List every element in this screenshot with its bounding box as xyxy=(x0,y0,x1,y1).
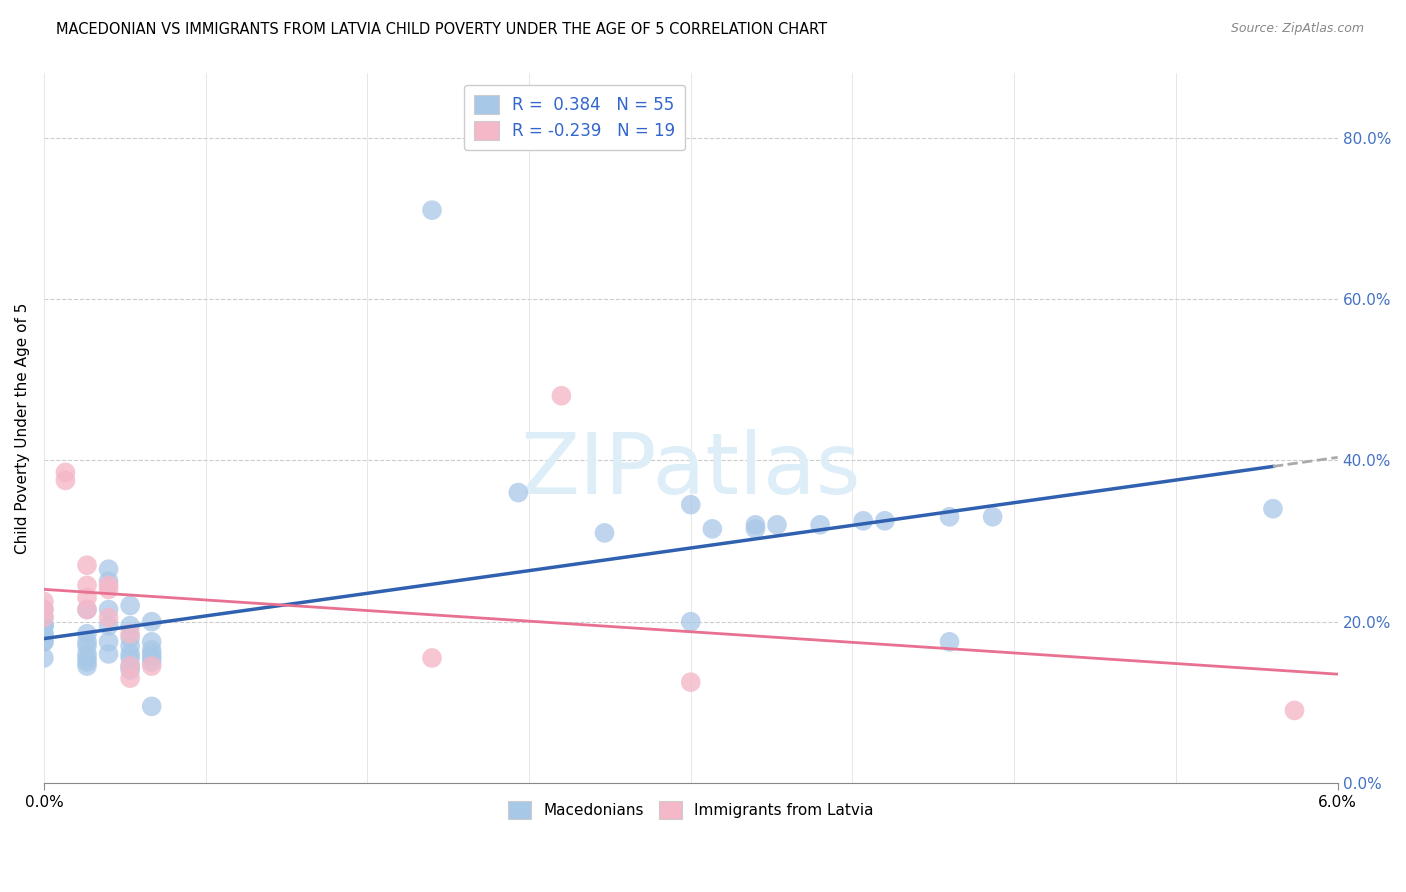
Point xyxy=(55,466,77,480)
Point xyxy=(873,514,896,528)
Point xyxy=(97,574,120,589)
Y-axis label: Child Poverty Under the Age of 5: Child Poverty Under the Age of 5 xyxy=(15,302,30,554)
Point xyxy=(32,618,55,632)
Point xyxy=(120,618,142,632)
Point xyxy=(120,663,142,677)
Point xyxy=(97,582,120,597)
Point xyxy=(938,509,960,524)
Point xyxy=(32,602,55,616)
Point xyxy=(808,517,831,532)
Point xyxy=(32,635,55,649)
Point xyxy=(32,627,55,641)
Point xyxy=(32,594,55,608)
Point xyxy=(76,578,98,592)
Point xyxy=(679,498,702,512)
Point xyxy=(141,655,163,669)
Point xyxy=(141,635,163,649)
Point xyxy=(76,639,98,653)
Point xyxy=(679,615,702,629)
Point xyxy=(679,675,702,690)
Point xyxy=(744,522,766,536)
Legend: Macedonians, Immigrants from Latvia: Macedonians, Immigrants from Latvia xyxy=(502,796,880,825)
Point xyxy=(744,517,766,532)
Point xyxy=(76,647,98,661)
Point xyxy=(1261,501,1284,516)
Point xyxy=(420,651,443,665)
Text: Source: ZipAtlas.com: Source: ZipAtlas.com xyxy=(1230,22,1364,36)
Point xyxy=(120,631,142,645)
Point xyxy=(97,602,120,616)
Point xyxy=(120,599,142,613)
Point xyxy=(32,651,55,665)
Point xyxy=(420,203,443,218)
Point xyxy=(938,635,960,649)
Point xyxy=(550,389,572,403)
Point xyxy=(593,525,616,540)
Point xyxy=(76,635,98,649)
Point xyxy=(76,591,98,605)
Point xyxy=(55,474,77,488)
Point xyxy=(32,618,55,632)
Point xyxy=(120,671,142,685)
Point xyxy=(702,522,724,536)
Point xyxy=(32,610,55,624)
Point xyxy=(120,651,142,665)
Point xyxy=(32,610,55,624)
Point xyxy=(766,517,789,532)
Point xyxy=(97,618,120,632)
Point xyxy=(120,639,142,653)
Point xyxy=(76,602,98,616)
Point xyxy=(120,659,142,673)
Point xyxy=(508,485,530,500)
Point xyxy=(141,699,163,714)
Point xyxy=(141,659,163,673)
Point xyxy=(97,610,120,624)
Point xyxy=(120,627,142,641)
Point xyxy=(97,647,120,661)
Point xyxy=(32,602,55,616)
Point xyxy=(141,643,163,657)
Point xyxy=(97,562,120,576)
Point xyxy=(32,618,55,632)
Point xyxy=(32,635,55,649)
Point xyxy=(1284,703,1306,717)
Point xyxy=(852,514,875,528)
Point xyxy=(76,602,98,616)
Text: MACEDONIAN VS IMMIGRANTS FROM LATVIA CHILD POVERTY UNDER THE AGE OF 5 CORRELATIO: MACEDONIAN VS IMMIGRANTS FROM LATVIA CHI… xyxy=(56,22,827,37)
Point xyxy=(97,635,120,649)
Point xyxy=(76,627,98,641)
Point xyxy=(141,647,163,661)
Point xyxy=(141,651,163,665)
Point xyxy=(141,615,163,629)
Point xyxy=(981,509,1004,524)
Point xyxy=(97,578,120,592)
Point xyxy=(76,659,98,673)
Point xyxy=(120,647,142,661)
Point xyxy=(76,558,98,573)
Text: ZIPatlas: ZIPatlas xyxy=(520,429,860,512)
Point xyxy=(76,655,98,669)
Point xyxy=(76,651,98,665)
Point xyxy=(120,659,142,673)
Point xyxy=(32,627,55,641)
